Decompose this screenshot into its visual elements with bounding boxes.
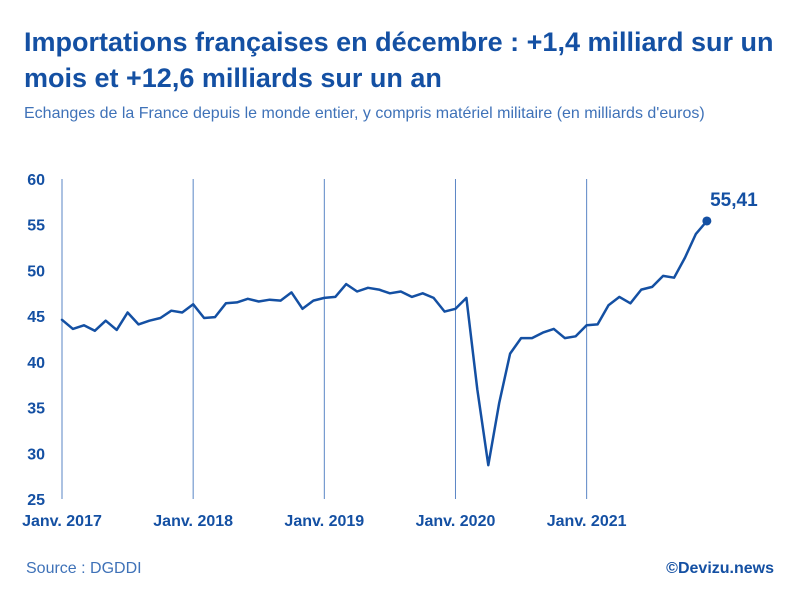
y-tick-label: 45 — [27, 309, 45, 326]
x-tick-label: Janv. 2020 — [416, 513, 496, 530]
y-tick-label: 55 — [27, 218, 45, 235]
chart-subtitle: Echanges de la France depuis le monde en… — [24, 105, 705, 122]
y-tick-label: 35 — [27, 401, 45, 418]
y-tick-label: 30 — [27, 446, 45, 463]
line-chart: 25 30 35 40 45 50 55 60 Janv. 2017 Janv. 2018 Janv… — [22, 172, 758, 530]
y-tick-label: 50 — [27, 263, 45, 280]
last-value-point — [702, 216, 712, 226]
y-tick-label: 40 — [27, 355, 45, 372]
brand-credit: ©Devizu.news — [666, 560, 774, 577]
y-tick-label: 25 — [27, 492, 45, 509]
y-tick-label: 60 — [27, 172, 45, 189]
source-note: Source : DGDDI — [26, 560, 142, 577]
last-value-label: 55,41 — [710, 190, 758, 211]
series-line — [60, 219, 709, 467]
x-tick-label: Janv. 2018 — [153, 513, 233, 530]
x-tick-label: Janv. 2019 — [284, 513, 364, 530]
chart-title: Importations françaises en décembre : +1… — [24, 27, 774, 93]
x-tick-label: Janv. 2021 — [547, 513, 627, 530]
x-tick-label: Janv. 2017 — [22, 513, 102, 530]
